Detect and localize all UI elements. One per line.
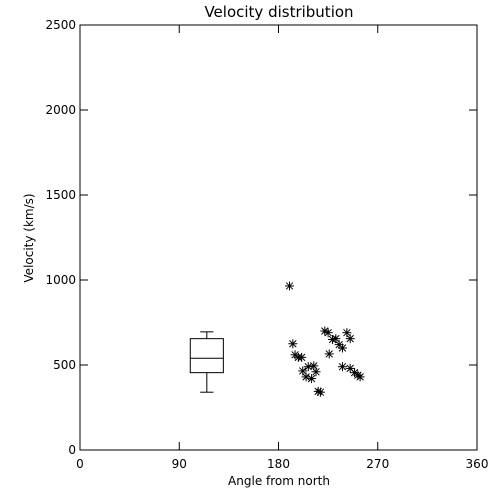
asterisk-stroke: [346, 364, 354, 373]
x-tick-label: 180: [267, 457, 290, 471]
y-axis-ticks: 0 500 1000 1500 2000 2500: [45, 18, 477, 457]
asterisk-stroke: [312, 368, 320, 376]
x-tick-label: 360: [466, 457, 489, 471]
x-axis-label: Angle from north: [228, 474, 330, 488]
asterisk-stroke: [307, 374, 316, 383]
asterisk-stroke: [302, 373, 310, 381]
scatter-points: [285, 281, 365, 397]
data-point: [331, 334, 341, 344]
asterisk-stroke: [350, 368, 359, 377]
asterisk-stroke: [325, 350, 333, 358]
asterisk-stroke: [324, 328, 332, 337]
asterisk-stroke: [310, 362, 318, 370]
data-point: [297, 352, 307, 362]
x-tick-label: 270: [366, 457, 389, 471]
data-point: [345, 334, 355, 344]
data-point: [323, 328, 333, 338]
y-tick-label: 1000: [45, 273, 76, 287]
data-point: [324, 349, 334, 359]
data-point: [307, 374, 317, 384]
asterisk-stroke: [332, 334, 340, 343]
asterisk-stroke: [297, 353, 306, 362]
y-tick-label: 500: [53, 358, 76, 372]
data-point: [337, 343, 347, 353]
data-point: [303, 362, 313, 372]
asterisk-stroke: [316, 388, 325, 396]
plot-frame: [79, 24, 478, 451]
data-point: [337, 362, 347, 372]
chart-title: Velocity distribution: [204, 3, 353, 21]
asterisk-stroke: [285, 282, 294, 290]
data-point: [309, 361, 319, 371]
x-tick-label: 90: [172, 457, 187, 471]
asterisk-stroke: [343, 328, 351, 337]
asterisk-stroke: [291, 351, 299, 359]
asterisk-stroke: [299, 367, 307, 375]
asterisk-stroke: [338, 344, 347, 352]
asterisk-stroke: [338, 362, 347, 371]
asterisk-stroke: [304, 362, 313, 371]
data-point: [298, 366, 308, 376]
data-point: [315, 387, 325, 397]
plot-border: [79, 24, 478, 451]
boxplot-box: [189, 338, 224, 374]
data-point: [311, 367, 321, 377]
y-tick-label: 0: [68, 443, 76, 457]
data-point: [288, 339, 298, 349]
y-tick-label: 2500: [45, 18, 76, 32]
y-tick-label: 1500: [45, 188, 76, 202]
y-tick-label: 2000: [45, 103, 76, 117]
asterisk-stroke: [321, 327, 329, 335]
x-axis-ticks: 0 90 180 270 360: [76, 25, 488, 471]
asterisk-stroke: [289, 340, 297, 348]
data-point: [285, 281, 295, 291]
boxplot: [189, 331, 224, 393]
asterisk-stroke: [356, 373, 364, 381]
data-point: [301, 372, 311, 382]
data-point: [355, 372, 365, 382]
x-tick-label: 0: [76, 457, 84, 471]
y-axis-label: Velocity (km/s): [22, 193, 36, 282]
asterisk-stroke: [346, 334, 354, 343]
